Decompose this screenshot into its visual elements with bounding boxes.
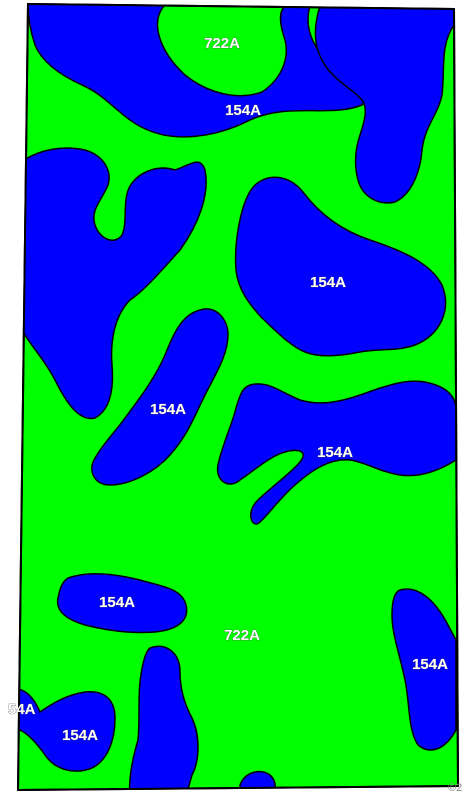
map-unit-154a-lower-left[interactable] [56, 573, 188, 634]
map-unit-154a-far-right[interactable] [391, 588, 457, 751]
map-unit-154a-right-middle[interactable] [234, 176, 447, 357]
copyright-fragment: ©2 [448, 782, 462, 794]
label-722a-bottom: 722A [224, 627, 260, 644]
map-frame [16, 2, 460, 792]
label-154a-center: 154A [150, 401, 186, 418]
label-154a-right-lower: 154A [317, 444, 353, 461]
label-154a-right-middle: 154A [310, 274, 346, 291]
map-unit-154a-top-right[interactable] [314, 5, 455, 204]
label-154a-lower-left: 154A [99, 594, 135, 611]
label-154a-far-right: 154A [412, 656, 448, 673]
map-unit-154a-bottom-middle[interactable] [128, 645, 199, 794]
map-unit-154a-bottom-small[interactable] [239, 770, 276, 794]
label-154a-bottom-left: 154A [62, 727, 98, 744]
map-unit-154a-bottom-left[interactable] [10, 688, 116, 772]
map-unit-154a-center[interactable] [91, 308, 229, 486]
label-54a-edge: 54A [8, 701, 36, 718]
label-154a-top: 154A [225, 102, 261, 119]
label-722a-top: 722A [204, 35, 240, 52]
map-unit-154a-left[interactable] [21, 147, 207, 420]
map-unit-154a-right-lower[interactable] [216, 380, 457, 525]
